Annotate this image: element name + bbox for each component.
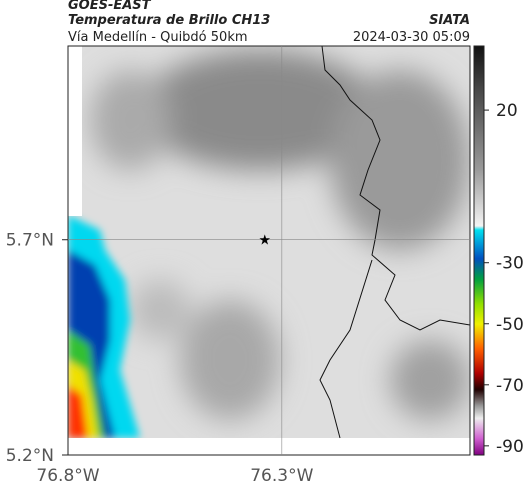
x-tick-label: 76.8°W [36,466,99,486]
title: GOES-EAST [68,0,152,13]
map-frame [67,45,471,456]
boundary-line [319,46,470,439]
route: Vía Medellín - Quibdó 50km [68,30,248,45]
colorbar-tick-label: -90 [496,437,524,457]
colorbar-tick-label: 20 [496,101,518,121]
y-tick-label: 5.2°N [6,446,54,466]
subtitle: Temperatura de Brillo CH13 [68,13,270,28]
colorbar-tick-label: -30 [496,254,524,274]
satellite-image [68,46,470,455]
colorbar-tick-label: -70 [496,376,524,396]
colorbar-tick-label: -50 [496,315,524,335]
datetime: 2024-03-30 05:09 [353,30,470,45]
source: SIATA [429,13,470,28]
colorbar [473,45,485,456]
station-marker: ★ [258,233,271,249]
x-tick-label: 76.3°W [250,466,313,486]
y-tick-label: 5.7°N [6,231,54,251]
